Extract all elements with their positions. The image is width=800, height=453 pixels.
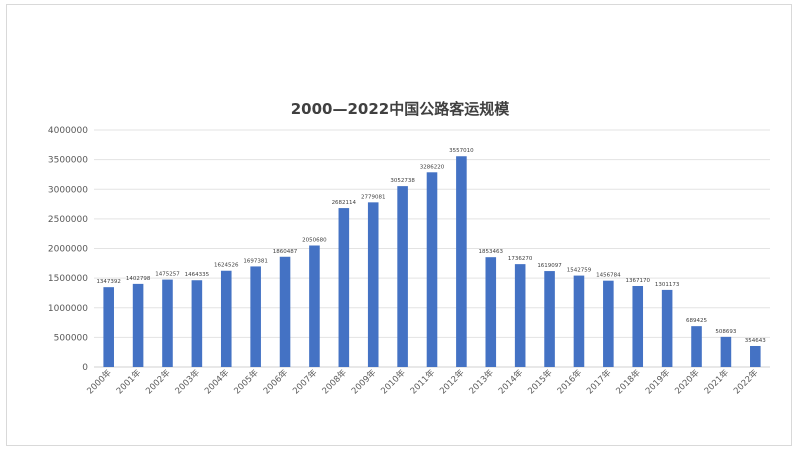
y-tick-label: 4000000 [48, 126, 88, 136]
x-tick-label: 2004年 [202, 367, 231, 396]
data-label: 1697381 [243, 258, 268, 264]
bar [367, 202, 379, 367]
chart-title: 2000—2022中国公路客运规模 [290, 100, 510, 118]
data-label: 2050680 [302, 237, 327, 243]
data-label: 2682114 [332, 200, 357, 206]
x-tick-label: 2007年 [290, 367, 319, 396]
bar [426, 172, 438, 367]
x-tick-label: 2003年 [173, 367, 202, 396]
x-tick-label: 2009年 [349, 367, 378, 396]
x-tick-label: 2005年 [232, 367, 261, 396]
bar [338, 208, 350, 367]
x-tick-label: 2019年 [643, 367, 672, 396]
y-tick-label: 1500000 [48, 274, 88, 284]
bar [162, 279, 173, 367]
bar [220, 270, 232, 367]
bar [661, 289, 673, 367]
bar [279, 256, 291, 367]
x-tick-label: 2021年 [702, 367, 731, 396]
data-label: 3052738 [390, 178, 415, 184]
bar [250, 266, 261, 367]
y-tick-label: 1000000 [48, 304, 88, 314]
data-label: 2779081 [361, 194, 386, 200]
data-label: 1456784 [596, 273, 621, 279]
y-axis-ticks: 0 500000 1000000 1500000 2000000 2500000 30000… [48, 126, 88, 373]
y-tick-label: 3500000 [48, 156, 88, 166]
bar [456, 156, 467, 367]
bar [514, 264, 526, 367]
data-label: 1542759 [567, 268, 592, 274]
x-tick-label: 2001年 [114, 367, 143, 396]
bar [720, 336, 732, 367]
x-tick-label: 2016年 [555, 367, 584, 396]
data-label: 3286220 [420, 164, 445, 170]
x-tick-label: 2015年 [526, 367, 555, 396]
bar [750, 345, 761, 367]
bars [103, 156, 761, 367]
y-tick-label: 500000 [54, 333, 89, 343]
data-label: 1736270 [508, 256, 533, 262]
bar [603, 280, 614, 367]
bar [691, 326, 702, 367]
x-axis-ticks: 2000年 2001年 2002年 2003年 2004年 2005年 2006年 2007年… [85, 367, 761, 396]
data-label: 1853463 [479, 249, 504, 255]
x-tick-label: 2000年 [85, 367, 114, 396]
x-tick-label: 2002年 [144, 367, 173, 396]
data-label: 1301173 [655, 282, 680, 288]
data-label: 1860487 [273, 249, 298, 255]
x-tick-label: 2006年 [261, 367, 290, 396]
bar [191, 280, 203, 367]
data-labels: 1347392 1402798 1475257 1464335 1624526 16973… [96, 148, 766, 344]
x-tick-label: 2020年 [673, 367, 702, 396]
bar [573, 275, 585, 367]
x-tick-label: 2010年 [379, 367, 408, 396]
y-tick-label: 2500000 [48, 215, 88, 225]
y-tick-label: 2000000 [48, 245, 88, 255]
data-label: 1402798 [126, 276, 151, 282]
bar [103, 287, 114, 367]
bar [485, 257, 497, 367]
data-label: 1475257 [155, 272, 180, 278]
x-tick-label: 2012年 [437, 367, 466, 396]
y-tick-label: 3000000 [48, 185, 88, 195]
bar [397, 186, 408, 367]
bar [544, 271, 555, 367]
y-tick-label: 0 [82, 363, 88, 373]
data-label: 3557010 [449, 148, 474, 154]
data-label: 1464335 [185, 272, 210, 278]
data-label: 1347392 [96, 279, 121, 285]
data-label: 508693 [715, 329, 736, 335]
x-tick-label: 2014年 [496, 367, 525, 396]
data-label: 689425 [686, 318, 707, 324]
data-label: 354643 [745, 338, 766, 344]
x-tick-label: 2022年 [731, 367, 760, 396]
x-tick-label: 2017年 [584, 367, 613, 396]
x-tick-label: 2011年 [408, 367, 437, 396]
bar [132, 283, 144, 367]
x-tick-label: 2008年 [320, 367, 349, 396]
x-tick-label: 2013年 [467, 367, 496, 396]
bar [309, 245, 320, 367]
x-tick-label: 2018年 [614, 367, 643, 396]
data-label: 1619097 [537, 263, 562, 269]
data-label: 1367170 [625, 278, 650, 284]
data-label: 1624526 [214, 263, 239, 269]
bar [632, 285, 644, 367]
